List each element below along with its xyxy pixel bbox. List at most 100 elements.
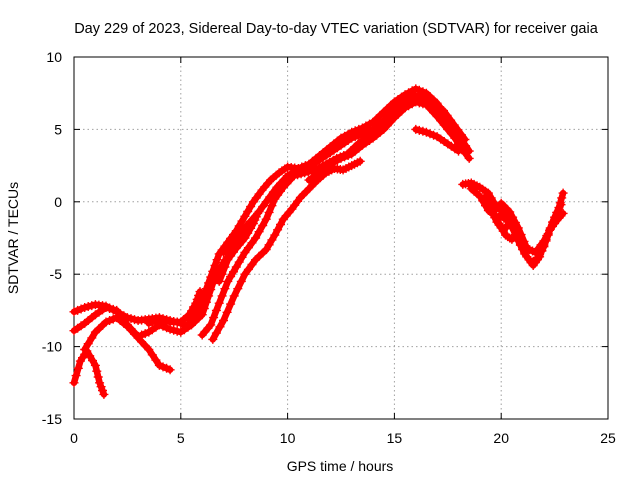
- data-point: [214, 298, 224, 308]
- series-track-15: [488, 206, 517, 244]
- data-point: [208, 334, 218, 344]
- series-track-3: [69, 346, 109, 399]
- data-point: [505, 207, 515, 217]
- series-track: [70, 347, 108, 398]
- x-axis-label: GPS time / hours: [287, 458, 394, 474]
- x-tick-label: 20: [493, 430, 509, 446]
- data-point: [556, 200, 566, 210]
- data-point: [488, 206, 498, 215]
- chart-title: Day 229 of 2023, Sidereal Day-to-day VTE…: [74, 21, 599, 37]
- data-point: [273, 225, 283, 235]
- data-point: [210, 261, 220, 270]
- data-point: [192, 294, 202, 304]
- data-point: [247, 238, 257, 248]
- data-point: [254, 227, 264, 237]
- data-point: [503, 220, 513, 230]
- data-point: [456, 130, 466, 140]
- data-point: [236, 228, 246, 238]
- data-point: [267, 201, 277, 211]
- data-point: [199, 304, 209, 313]
- data-point: [454, 146, 463, 156]
- data-point: [206, 320, 216, 330]
- data-point: [231, 262, 241, 272]
- data-point: [533, 253, 542, 263]
- data-point: [87, 333, 97, 343]
- data-point: [267, 235, 277, 245]
- data-point: [240, 248, 250, 257]
- data-point: [222, 307, 232, 317]
- data-point: [505, 233, 515, 243]
- data-point: [258, 221, 268, 230]
- data-point: [189, 302, 199, 312]
- data-point: [449, 120, 459, 130]
- data-point: [229, 291, 239, 301]
- data-layer: [69, 84, 568, 399]
- y-tick-label: 10: [46, 49, 62, 65]
- data-point: [144, 345, 154, 354]
- data-point: [226, 272, 236, 282]
- data-point: [237, 252, 247, 262]
- data-point: [507, 234, 517, 244]
- data-point: [479, 193, 489, 202]
- x-tick-label: 0: [70, 430, 78, 446]
- data-point: [243, 264, 253, 274]
- data-point: [464, 153, 474, 163]
- data-point: [211, 328, 221, 338]
- data-point: [253, 208, 263, 218]
- series-track-4: [80, 313, 175, 375]
- data-point: [461, 149, 471, 158]
- data-point: [492, 214, 502, 224]
- series-track-8: [214, 208, 263, 286]
- grid-lines: [74, 57, 608, 419]
- data-point: [483, 188, 493, 198]
- data-point: [88, 356, 97, 366]
- data-point: [548, 220, 557, 230]
- data-point: [246, 202, 256, 212]
- data-point: [71, 371, 81, 381]
- data-point: [187, 306, 196, 316]
- data-point: [264, 207, 274, 217]
- data-point: [240, 211, 250, 221]
- y-tick-label: 5: [54, 121, 62, 137]
- data-point: [211, 305, 221, 315]
- series-track-9: [304, 97, 463, 185]
- data-point: [195, 287, 205, 297]
- data-point: [246, 223, 256, 233]
- x-tick-label: 10: [280, 430, 296, 446]
- data-point: [446, 115, 456, 125]
- data-point: [93, 372, 103, 382]
- data-point: [442, 110, 452, 120]
- series-track: [215, 210, 261, 285]
- data-point: [233, 284, 243, 294]
- data-point: [261, 245, 271, 255]
- data-point: [234, 257, 244, 267]
- x-tick-label: 25: [600, 430, 616, 446]
- data-point: [553, 207, 563, 216]
- data-point: [481, 196, 491, 206]
- data-point: [184, 310, 194, 320]
- data-point: [519, 236, 529, 246]
- plot-frame: [73, 56, 609, 420]
- data-point: [516, 230, 526, 240]
- data-point: [270, 230, 280, 240]
- y-tick-label: -10: [42, 339, 62, 355]
- data-point: [243, 207, 253, 216]
- series-track: [70, 94, 473, 340]
- data-point: [191, 298, 201, 308]
- data-point: [220, 284, 230, 294]
- data-point: [276, 220, 285, 229]
- data-point: [355, 156, 365, 166]
- data-point: [98, 386, 107, 395]
- data-point: [236, 276, 246, 286]
- data-point: [247, 260, 257, 269]
- y-tick-label: -5: [50, 266, 63, 282]
- data-point: [201, 297, 211, 307]
- data-point: [217, 269, 227, 279]
- data-point: [439, 106, 448, 116]
- data-point: [208, 278, 218, 288]
- series-track-10: [411, 124, 463, 156]
- axis-ticks: 0 5 10 15 20 25 -15 -10 -5 0 5 10: [42, 49, 616, 446]
- data-point: [209, 313, 219, 323]
- data-point: [494, 219, 504, 228]
- data-point: [95, 378, 105, 388]
